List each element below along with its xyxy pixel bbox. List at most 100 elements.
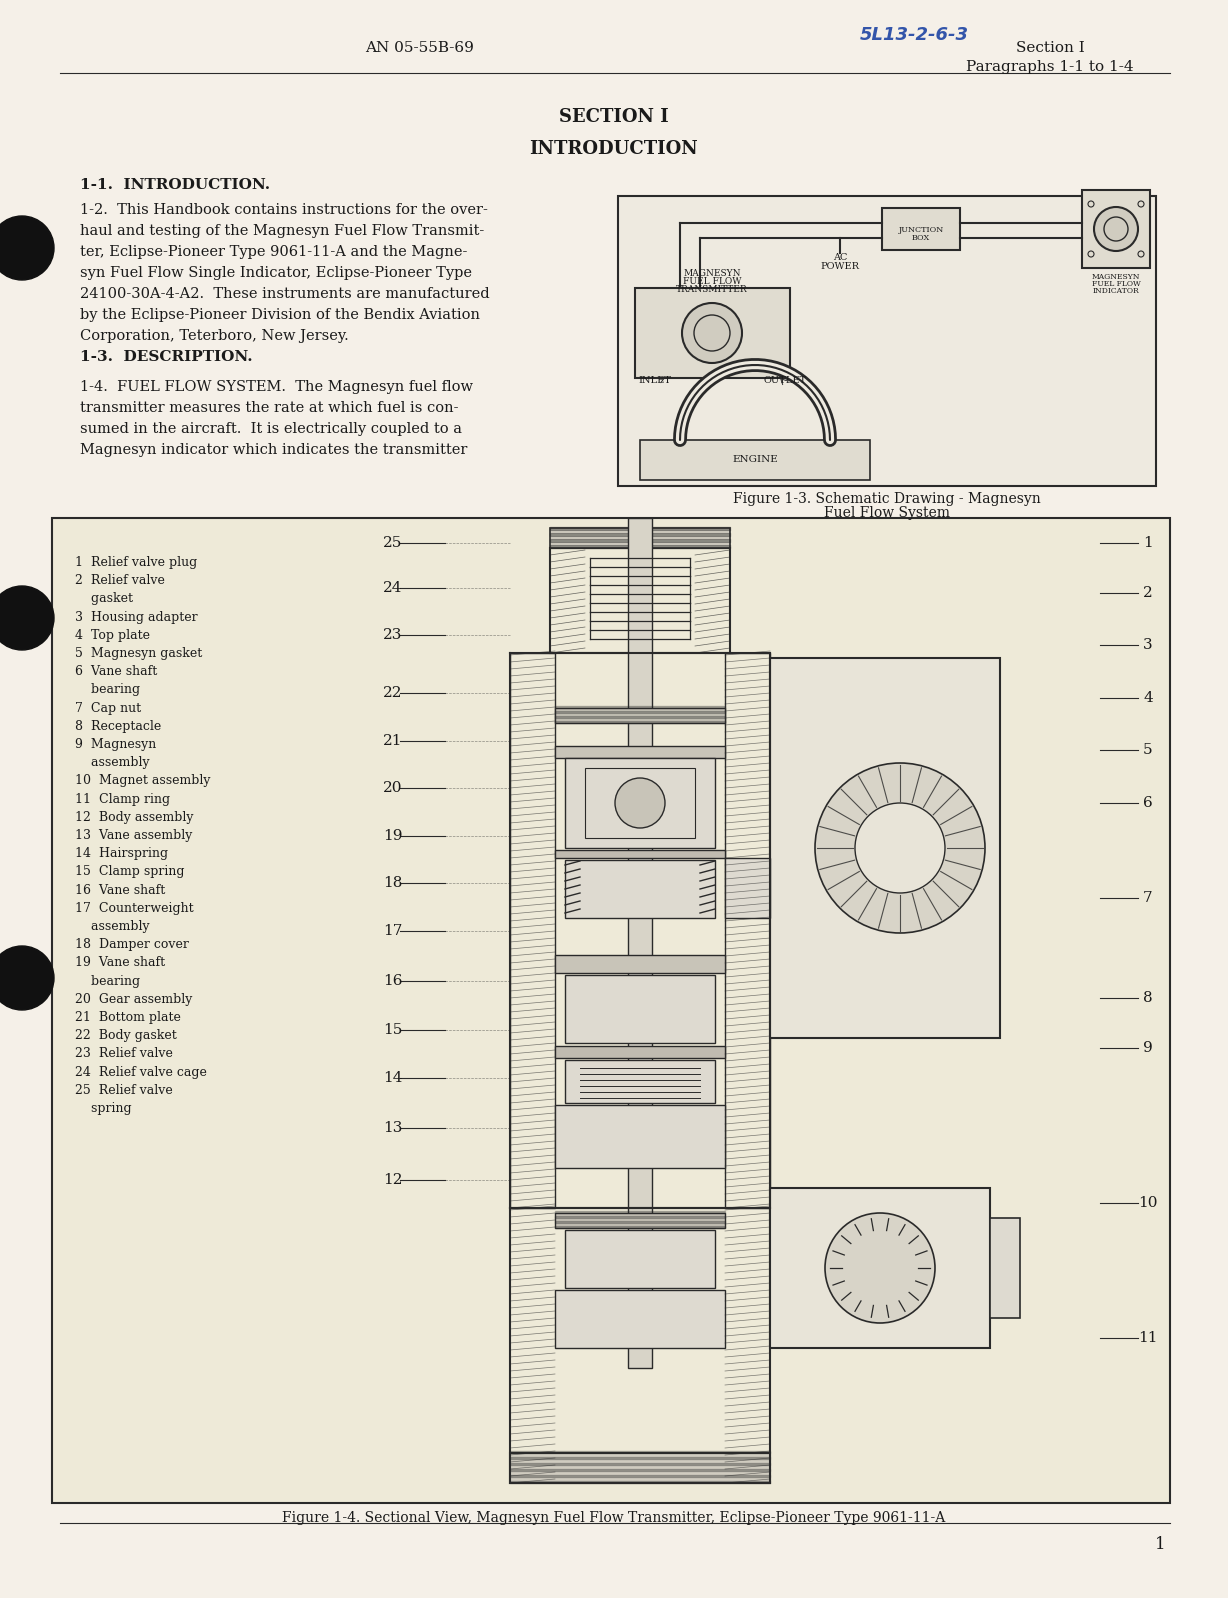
Bar (725, 858, 770, 917)
Text: 8  Receptacle: 8 Receptacle (75, 719, 161, 733)
Text: Magnesyn indicator which indicates the transmitter: Magnesyn indicator which indicates the t… (80, 443, 468, 457)
Bar (555, 1104, 725, 1168)
Text: SECTION I: SECTION I (559, 109, 669, 126)
Text: 1-2.  This Handbook contains instructions for the over-: 1-2. This Handbook contains instructions… (80, 203, 488, 217)
Text: 8: 8 (1143, 991, 1153, 1005)
Text: TRANSMITTER: TRANSMITTER (677, 284, 748, 294)
Text: 5L13-2-6-3: 5L13-2-6-3 (860, 26, 969, 45)
Text: 7: 7 (1143, 892, 1153, 904)
Bar (635, 288, 790, 379)
Text: 10  Magnet assembly: 10 Magnet assembly (75, 775, 210, 788)
Text: 5  Magnesyn gasket: 5 Magnesyn gasket (75, 647, 203, 660)
Text: MAGNESYN: MAGNESYN (1092, 273, 1141, 281)
Text: gasket: gasket (75, 593, 133, 606)
Text: 12  Body assembly: 12 Body assembly (75, 810, 194, 825)
Bar (565, 1230, 715, 1288)
Bar (565, 1059, 715, 1103)
Bar (990, 1218, 1020, 1318)
Text: 20: 20 (383, 781, 403, 794)
Text: 11: 11 (1138, 1331, 1158, 1346)
Bar (725, 654, 770, 1208)
Circle shape (855, 804, 946, 893)
Text: AC: AC (833, 252, 847, 262)
Text: FUEL FLOW: FUEL FLOW (1092, 280, 1141, 288)
Text: JUNCTION: JUNCTION (899, 225, 943, 233)
Text: 10: 10 (1138, 1195, 1158, 1210)
Text: Paragraphs 1-1 to 1-4: Paragraphs 1-1 to 1-4 (966, 61, 1133, 74)
Circle shape (825, 1213, 935, 1323)
Text: 16  Vane shaft: 16 Vane shaft (75, 884, 166, 896)
Bar (565, 860, 715, 917)
Text: 6: 6 (1143, 796, 1153, 810)
Text: 23  Relief valve: 23 Relief valve (75, 1047, 173, 1061)
Bar (555, 1290, 725, 1349)
Text: INDICATOR: INDICATOR (1093, 288, 1140, 296)
Text: 14: 14 (383, 1071, 403, 1085)
Bar (550, 527, 729, 548)
Text: spring: spring (75, 1103, 131, 1115)
Text: Figure 1-4. Sectional View, Magnesyn Fuel Flow Transmitter, Eclipse-Pioneer Type: Figure 1-4. Sectional View, Magnesyn Fue… (282, 1512, 946, 1524)
Bar (52, 518, 1170, 1504)
Text: 9  Magnesyn: 9 Magnesyn (75, 738, 156, 751)
Text: transmitter measures the rate at which fuel is con-: transmitter measures the rate at which f… (80, 401, 458, 415)
Text: INTRODUCTION: INTRODUCTION (529, 141, 699, 158)
Text: 25: 25 (383, 535, 403, 550)
Text: Fuel Flow System: Fuel Flow System (824, 507, 950, 519)
Bar (555, 956, 725, 973)
Text: 2: 2 (1143, 586, 1153, 599)
Text: assembly: assembly (75, 920, 150, 933)
Circle shape (0, 946, 54, 1010)
Text: assembly: assembly (75, 756, 150, 769)
Text: OUTLET: OUTLET (764, 376, 807, 385)
Text: 24  Relief valve cage: 24 Relief valve cage (75, 1066, 206, 1079)
Bar (882, 208, 960, 249)
Text: AN 05-55B-69: AN 05-55B-69 (366, 42, 474, 54)
Text: Corporation, Teterboro, New Jersey.: Corporation, Teterboro, New Jersey. (80, 329, 349, 344)
Text: bearing: bearing (75, 684, 140, 697)
Text: BOX: BOX (912, 233, 930, 241)
Bar (565, 757, 715, 849)
Text: 1  Relief valve plug: 1 Relief valve plug (75, 556, 198, 569)
Text: ENGINE: ENGINE (732, 455, 777, 465)
Text: Figure 1-3. Schematic Drawing - Magnesyn: Figure 1-3. Schematic Drawing - Magnesyn (733, 492, 1041, 507)
Bar (770, 1187, 990, 1349)
Circle shape (615, 778, 666, 828)
Text: haul and testing of the Magnesyn Fuel Flow Transmit-: haul and testing of the Magnesyn Fuel Fl… (80, 224, 484, 238)
Text: 4: 4 (1143, 690, 1153, 705)
Text: 21  Bottom plate: 21 Bottom plate (75, 1012, 181, 1024)
Text: 11  Clamp ring: 11 Clamp ring (75, 793, 171, 805)
Text: 19: 19 (383, 829, 403, 844)
Text: 16: 16 (383, 975, 403, 988)
Text: bearing: bearing (75, 975, 140, 988)
Text: 13  Vane assembly: 13 Vane assembly (75, 829, 193, 842)
Text: INLET: INLET (639, 376, 672, 385)
Text: FUEL FLOW: FUEL FLOW (683, 276, 742, 286)
Bar (555, 746, 725, 757)
Circle shape (0, 586, 54, 650)
Text: 21: 21 (383, 733, 403, 748)
Bar (510, 1208, 770, 1483)
Bar (555, 1047, 725, 1058)
Text: 18: 18 (383, 876, 403, 890)
Polygon shape (640, 439, 869, 479)
Text: 4  Top plate: 4 Top plate (75, 628, 150, 642)
Circle shape (815, 762, 985, 933)
Text: 22: 22 (383, 686, 403, 700)
Text: syn Fuel Flow Single Indicator, Eclipse-Pioneer Type: syn Fuel Flow Single Indicator, Eclipse-… (80, 265, 472, 280)
Text: 5: 5 (1143, 743, 1153, 757)
Text: ter, Eclipse-Pioneer Type 9061-11-A and the Magne-: ter, Eclipse-Pioneer Type 9061-11-A and … (80, 244, 468, 259)
Text: 15  Clamp spring: 15 Clamp spring (75, 866, 184, 879)
Text: sumed in the aircraft.  It is electrically coupled to a: sumed in the aircraft. It is electricall… (80, 422, 462, 436)
Text: 1-3.  DESCRIPTION.: 1-3. DESCRIPTION. (80, 350, 253, 364)
Text: 14  Hairspring: 14 Hairspring (75, 847, 168, 860)
Bar (770, 658, 1000, 1039)
Text: 12: 12 (383, 1173, 403, 1187)
Text: Section I: Section I (1016, 42, 1084, 54)
Text: 2  Relief valve: 2 Relief valve (75, 574, 165, 586)
Text: 19  Vane shaft: 19 Vane shaft (75, 956, 165, 970)
Text: MAGNESYN: MAGNESYN (683, 268, 740, 278)
Bar (555, 1213, 725, 1227)
Bar (555, 708, 725, 722)
Text: 23: 23 (383, 628, 403, 642)
Text: 20  Gear assembly: 20 Gear assembly (75, 992, 193, 1005)
